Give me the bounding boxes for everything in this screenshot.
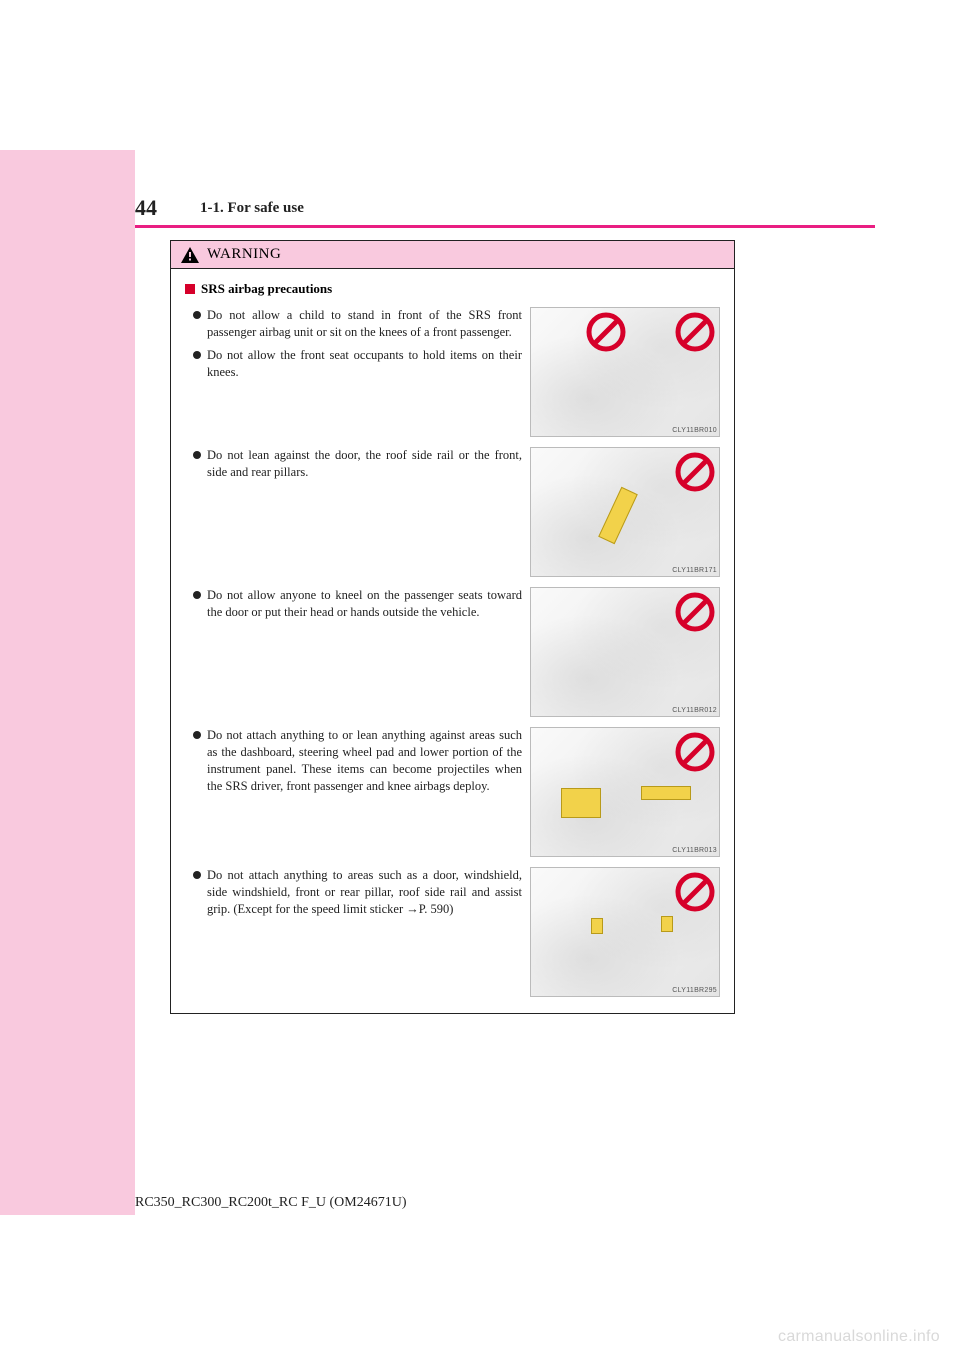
bullet-dot-icon (193, 871, 201, 879)
bullet-text: Do not attach anything to or lean anythi… (207, 727, 522, 795)
bullet-item: Do not attach anything to areas such as … (185, 867, 522, 918)
precaution-rows: Do not allow a child to stand in front o… (185, 307, 720, 997)
bullet-dot-icon (193, 451, 201, 459)
prohibition-icon (586, 312, 626, 352)
figure-label: CLY11BR010 (672, 427, 717, 434)
figure-highlight (598, 487, 638, 544)
figure-highlight (641, 786, 691, 800)
figure-label: CLY11BR012 (672, 707, 717, 714)
bullet-text: Do not allow the front seat occupants to… (207, 347, 522, 381)
warning-subheading: SRS airbag precautions (201, 281, 332, 297)
bullet-text: Do not lean against the door, the roof s… (207, 447, 522, 481)
warning-box: WARNING SRS airbag precautions Do not al… (170, 240, 735, 1014)
figure-highlight (591, 918, 603, 934)
precaution-figure: CLY11BR295 (530, 867, 720, 997)
prohibition-icon (675, 452, 715, 492)
bullet-item: Do not allow anyone to kneel on the pass… (185, 587, 522, 621)
bullet-text: Do not allow anyone to kneel on the pass… (207, 587, 522, 621)
warning-triangle-icon (181, 247, 199, 263)
left-pink-sidebar (0, 150, 135, 1215)
precaution-row: Do not allow a child to stand in front o… (185, 307, 720, 437)
bullet-item: Do not attach anything to or lean anythi… (185, 727, 522, 795)
precaution-row: Do not allow anyone to kneel on the pass… (185, 587, 720, 717)
prohibition-icon (675, 592, 715, 632)
watermark: carmanualsonline.info (778, 1328, 940, 1346)
figure-highlight (661, 916, 673, 932)
warning-body: SRS airbag precautions Do not allow a ch… (171, 269, 734, 1013)
precaution-figure: CLY11BR013 (530, 727, 720, 857)
bullet-text: Do not attach anything to areas such as … (207, 867, 522, 918)
bullet-item: Do not lean against the door, the roof s… (185, 447, 522, 481)
precaution-text-col: Do not allow anyone to kneel on the pass… (185, 587, 522, 627)
warning-subheading-row: SRS airbag precautions (185, 281, 720, 297)
precaution-text-col: Do not allow a child to stand in front o… (185, 307, 522, 387)
section-title: 1-1. For safe use (200, 200, 304, 217)
precaution-text-col: Do not attach anything to areas such as … (185, 867, 522, 924)
bullet-item: Do not allow the front seat occupants to… (185, 347, 522, 381)
page-number: 44 (135, 195, 157, 221)
prohibition-icon (675, 872, 715, 912)
bullet-dot-icon (193, 311, 201, 319)
precaution-row: Do not attach anything to areas such as … (185, 867, 720, 997)
precaution-text-col: Do not attach anything to or lean anythi… (185, 727, 522, 801)
precaution-figure: CLY11BR010 (530, 307, 720, 437)
bullet-text: Do not allow a child to stand in front o… (207, 307, 522, 341)
figure-label: CLY11BR171 (672, 567, 717, 574)
prohibition-icon (675, 312, 715, 352)
figure-label: CLY11BR013 (672, 847, 717, 854)
prohibition-icon (675, 732, 715, 772)
bullet-dot-icon (193, 351, 201, 359)
warning-title: WARNING (207, 246, 281, 263)
precaution-row: Do not attach anything to or lean anythi… (185, 727, 720, 857)
precaution-row: Do not lean against the door, the roof s… (185, 447, 720, 577)
warning-header: WARNING (171, 241, 734, 269)
figure-highlight (561, 788, 601, 818)
precaution-figure: CLY11BR171 (530, 447, 720, 577)
precaution-figure: CLY11BR012 (530, 587, 720, 717)
red-square-bullet-icon (185, 284, 195, 294)
bullet-dot-icon (193, 591, 201, 599)
header-rule (135, 225, 875, 228)
bullet-item: Do not allow a child to stand in front o… (185, 307, 522, 341)
bullet-dot-icon (193, 731, 201, 739)
document-code: RC350_RC300_RC200t_RC F_U (OM24671U) (135, 1195, 406, 1211)
figure-label: CLY11BR295 (672, 987, 717, 994)
precaution-text-col: Do not lean against the door, the roof s… (185, 447, 522, 487)
